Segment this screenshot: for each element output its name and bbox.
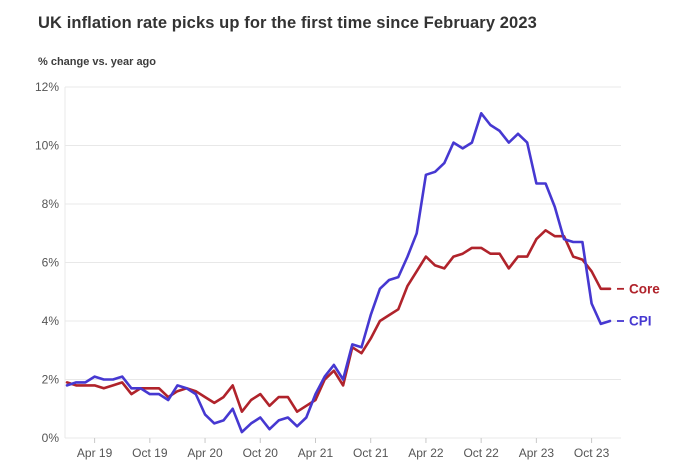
y-axis-tick-label: 8% — [42, 197, 60, 211]
y-axis-tick-label: 6% — [42, 256, 60, 270]
x-axis-tick-label: Apr 20 — [187, 446, 223, 460]
x-axis-tick-label: Apr 19 — [77, 446, 113, 460]
x-axis-tick-label: Apr 22 — [408, 446, 444, 460]
y-axis-tick-label: 4% — [42, 314, 60, 328]
x-axis-tick-label: Oct 22 — [463, 446, 499, 460]
y-axis-tick-label: 2% — [42, 373, 60, 387]
x-axis-tick-label: Oct 23 — [574, 446, 610, 460]
y-axis-tick-label: 12% — [35, 80, 59, 94]
x-axis-tick-label: Oct 20 — [243, 446, 279, 460]
cpi-line — [65, 112, 612, 434]
y-axis-tick-label: 0% — [42, 431, 60, 445]
chart-title: UK inflation rate picks up for the first… — [38, 14, 537, 32]
series-label-cpi: CPI — [629, 314, 652, 329]
x-axis-tick-label: Oct 19 — [132, 446, 168, 460]
x-axis-tick-label: Oct 21 — [353, 446, 389, 460]
series-label-core: Core — [629, 281, 660, 296]
core-line — [65, 229, 612, 413]
x-axis-tick-label: Apr 23 — [519, 446, 555, 460]
x-axis-tick-label: Apr 21 — [298, 446, 334, 460]
chart-subtitle: % change vs. year ago — [38, 56, 156, 68]
y-axis-tick-label: 10% — [35, 139, 59, 153]
